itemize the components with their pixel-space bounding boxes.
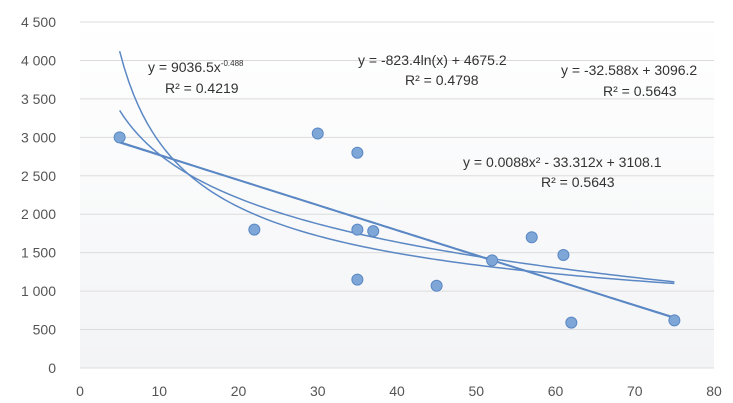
trendline-log (119, 110, 675, 283)
data-point (248, 223, 261, 236)
x-tick-label: 60 (548, 383, 564, 399)
x-tick-label: 30 (310, 383, 326, 399)
y-tick-label: 3 500 (21, 91, 56, 107)
y-axis-ticks: 0 500 1 000 1 500 2 000 2 500 3 000 3 500 4 000 4… (21, 14, 56, 376)
data-points (113, 127, 681, 329)
plot-area (80, 22, 714, 368)
x-tick-label: 50 (468, 383, 484, 399)
x-tick-label: 20 (231, 383, 247, 399)
linear-r2: R² = 0.5643 (603, 83, 677, 99)
trendline-power (118, 51, 675, 285)
linear-equation: y = -32.588x + 3096.2 (561, 62, 697, 78)
data-point (557, 248, 570, 261)
data-point (113, 131, 126, 144)
trendline-labels: y = 9036.5x-0.488 R² = 0.4219 y = -823.4… (148, 52, 697, 190)
y-tick-label: 2 500 (21, 168, 56, 184)
trendline-poly2 (119, 141, 675, 319)
data-point (367, 225, 380, 238)
data-point (430, 279, 443, 292)
gridlines (80, 21, 714, 369)
x-tick-label: 80 (706, 383, 722, 399)
power-r2: R² = 0.4219 (165, 80, 239, 96)
poly-r2: R² = 0.5643 (541, 174, 615, 190)
y-tick-label: 1 000 (21, 283, 56, 299)
y-tick-label: 4 000 (21, 52, 56, 68)
y-tick-label: 500 (33, 322, 57, 338)
data-point (668, 314, 681, 327)
y-tick-label: 0 (48, 360, 56, 376)
y-tick-label: 1 500 (21, 245, 56, 261)
log-r2: R² = 0.4798 (405, 72, 479, 88)
y-tick-label: 4 500 (21, 14, 56, 30)
log-equation: y = -823.4ln(x) + 4675.2 (358, 52, 507, 68)
trendlines (118, 51, 675, 319)
data-point (565, 316, 578, 329)
x-axis-ticks: 0 10 20 30 40 50 60 70 80 (76, 383, 722, 399)
x-tick-label: 10 (151, 383, 167, 399)
x-tick-label: 40 (389, 383, 405, 399)
data-point (351, 273, 364, 286)
data-point (486, 254, 499, 267)
power-equation: y = 9036.5x-0.488 (148, 59, 244, 75)
y-tick-label: 3 000 (21, 129, 56, 145)
data-point (525, 231, 538, 244)
x-tick-label: 0 (76, 383, 84, 399)
poly-equation: y = 0.0088x² - 33.312x + 3108.1 (463, 154, 662, 170)
data-point (351, 146, 364, 159)
data-point (311, 127, 324, 140)
x-tick-label: 70 (627, 383, 643, 399)
y-tick-label: 2 000 (21, 206, 56, 222)
data-point (351, 223, 364, 236)
